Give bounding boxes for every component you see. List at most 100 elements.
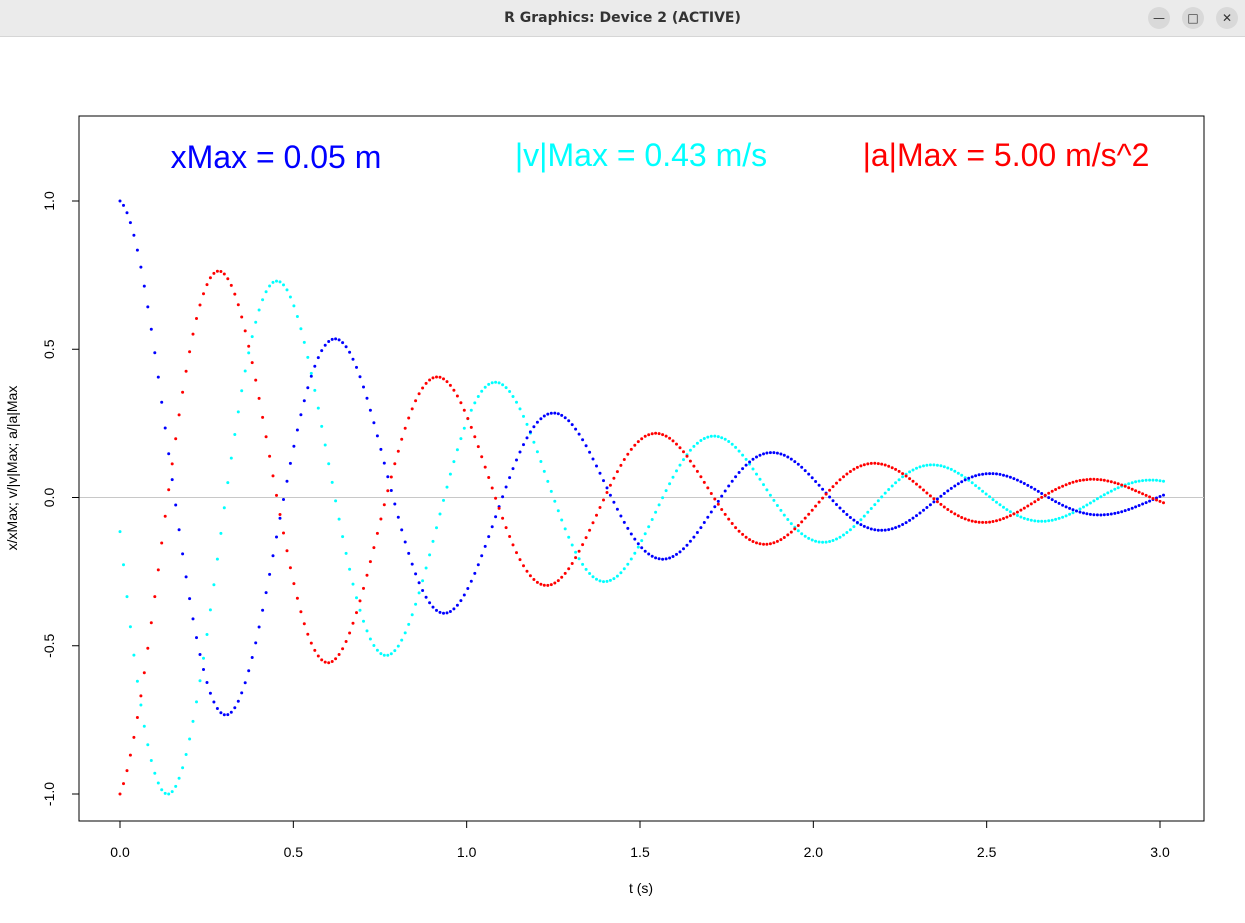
- data-point-x: [574, 427, 578, 431]
- data-point-a: [915, 482, 918, 486]
- data-point-a: [831, 485, 835, 489]
- data-point-a: [755, 541, 758, 545]
- data-point-x: [883, 528, 887, 532]
- data-point-a: [480, 455, 484, 459]
- data-point-v: [410, 613, 414, 617]
- data-point-a: [428, 378, 432, 382]
- data-point-a: [542, 583, 546, 587]
- data-point-a: [417, 392, 421, 396]
- data-point-v: [682, 458, 685, 462]
- data-point-x: [1071, 508, 1075, 512]
- data-point-a: [1033, 500, 1037, 504]
- data-point-v: [424, 566, 428, 570]
- data-point-x: [716, 499, 720, 503]
- data-point-x: [567, 419, 571, 423]
- data-point-a: [622, 458, 626, 461]
- data-point-x: [765, 451, 769, 455]
- data-point-x: [198, 653, 202, 656]
- close-button[interactable]: ✕: [1216, 7, 1238, 29]
- data-point-x: [236, 699, 240, 703]
- data-point-v: [897, 478, 901, 482]
- data-point-x: [414, 572, 418, 576]
- data-point-x: [595, 464, 598, 468]
- data-point-x: [1130, 506, 1134, 510]
- data-point-v: [532, 440, 536, 444]
- data-point-v: [1008, 510, 1012, 514]
- data-point-x: [852, 518, 856, 522]
- data-point-x: [327, 340, 331, 343]
- data-point-v: [612, 577, 616, 581]
- data-point-v: [702, 437, 706, 440]
- data-point-v: [156, 781, 160, 785]
- data-point-v: [1002, 505, 1005, 509]
- data-point-x: [1033, 487, 1037, 491]
- data-point-v: [901, 475, 905, 479]
- data-point-v: [1137, 479, 1141, 483]
- data-point-a: [469, 425, 473, 429]
- data-point-a: [288, 566, 292, 570]
- data-point-v: [421, 579, 425, 583]
- data-point-x: [1158, 495, 1162, 498]
- data-point-x: [894, 526, 898, 530]
- title-bar[interactable]: R Graphics: Device 2 (ACTIVE) — □ ✕: [0, 0, 1245, 37]
- data-point-x: [556, 412, 560, 416]
- data-point-v: [713, 434, 717, 438]
- data-point-x: [570, 423, 574, 427]
- data-point-a: [671, 439, 675, 443]
- data-point-x: [751, 457, 755, 461]
- data-point-x: [128, 221, 132, 225]
- data-point-v: [320, 424, 324, 428]
- data-point-a: [334, 657, 338, 661]
- data-point-v: [595, 577, 598, 581]
- data-point-v: [375, 648, 379, 652]
- maximize-button[interactable]: □: [1182, 7, 1204, 29]
- data-point-x: [737, 471, 741, 474]
- data-point-a: [1061, 484, 1065, 488]
- data-point-a: [497, 506, 501, 510]
- data-point-a: [445, 380, 449, 384]
- data-point-v: [341, 535, 345, 539]
- data-point-x: [177, 528, 181, 532]
- data-point-a: [1002, 517, 1005, 520]
- data-point-x: [403, 540, 407, 544]
- data-point-a: [1162, 501, 1165, 505]
- data-point-a: [880, 462, 884, 466]
- data-point-x: [122, 203, 125, 207]
- data-point-a: [372, 546, 376, 550]
- data-point-x: [1113, 511, 1117, 515]
- data-point-x: [636, 542, 640, 546]
- data-point-v: [563, 527, 567, 531]
- minimize-button[interactable]: —: [1148, 7, 1170, 29]
- data-point-x: [442, 611, 445, 615]
- data-point-x: [664, 557, 668, 561]
- data-point-x: [890, 527, 894, 531]
- data-point-a: [619, 463, 623, 467]
- data-point-v: [605, 579, 609, 583]
- data-point-x: [170, 478, 174, 482]
- data-point-x: [762, 452, 765, 456]
- data-point-x: [348, 350, 352, 354]
- data-point-v: [748, 462, 752, 466]
- data-point-a: [275, 493, 278, 497]
- data-point-x: [699, 526, 703, 530]
- data-point-a: [396, 449, 400, 453]
- data-point-v: [1130, 481, 1134, 485]
- data-point-a: [435, 375, 438, 379]
- data-point-a: [337, 653, 341, 656]
- data-point-x: [184, 575, 188, 579]
- data-point-v: [758, 477, 762, 481]
- data-point-x: [953, 484, 957, 488]
- data-point-a: [911, 479, 915, 483]
- data-point-x: [897, 524, 901, 528]
- data-point-a: [581, 543, 585, 547]
- data-point-v: [1068, 512, 1072, 516]
- data-point-x: [981, 472, 985, 476]
- data-point-a: [855, 465, 859, 469]
- data-point-x: [1050, 498, 1054, 502]
- data-point-x: [1068, 506, 1072, 510]
- data-point-v: [271, 280, 275, 284]
- data-point-x: [723, 489, 727, 493]
- data-point-v: [191, 719, 195, 723]
- data-point-a: [518, 558, 522, 562]
- data-point-v: [275, 279, 278, 283]
